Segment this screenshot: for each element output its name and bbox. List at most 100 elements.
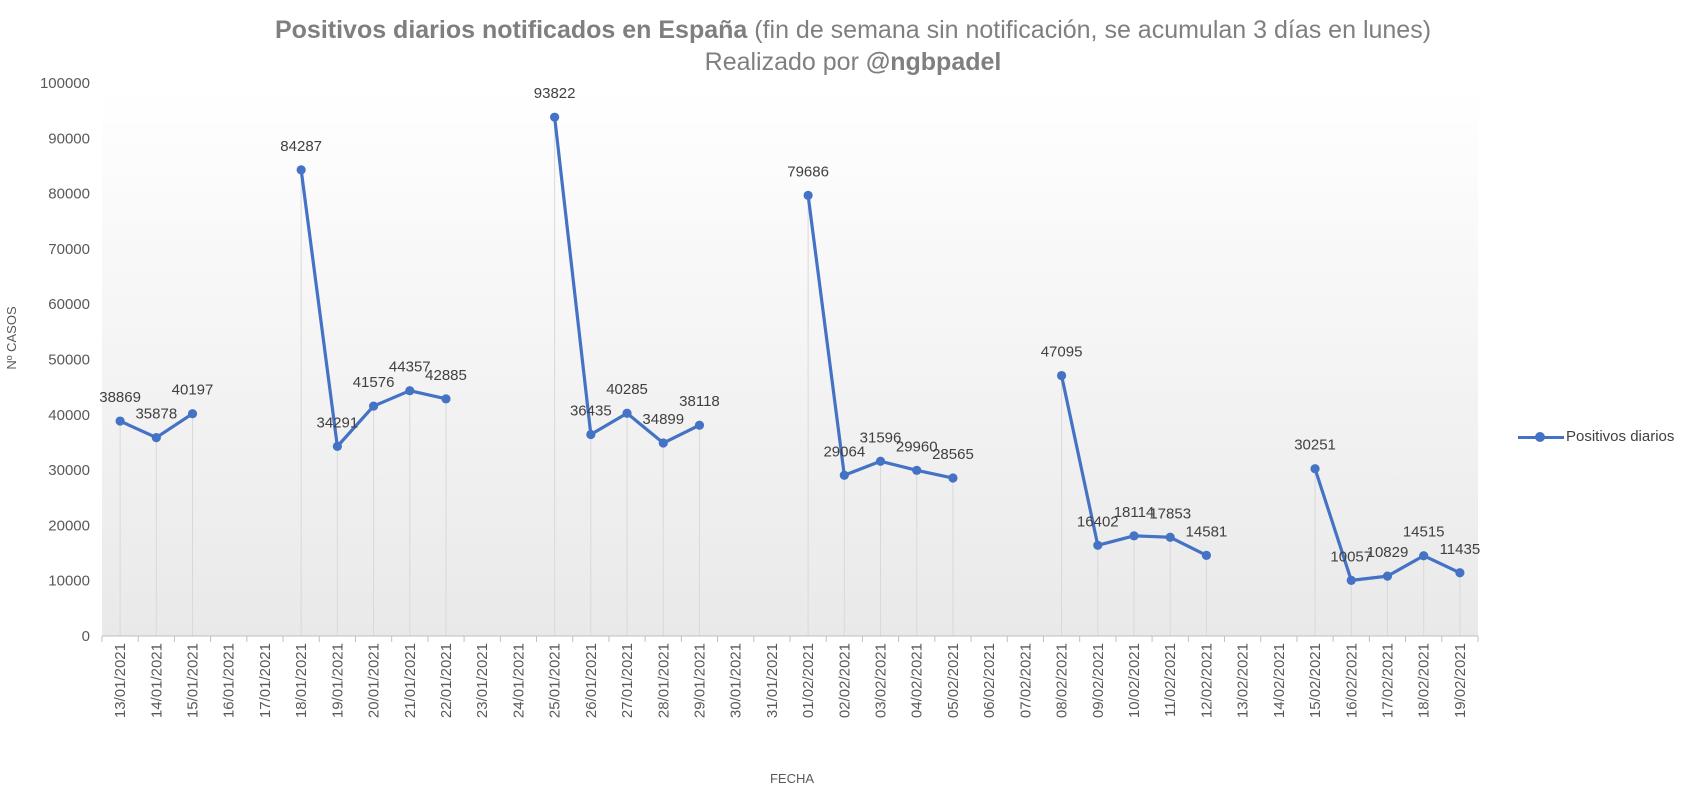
y-tick-label: 40000: [48, 407, 90, 424]
data-point: [1310, 464, 1320, 474]
data-point: [912, 465, 922, 475]
chart-title-bold: Positivos diarios notificados en España: [274, 16, 748, 44]
data-label: 10057: [1330, 548, 1372, 565]
x-tick-label: 13/01/2021: [112, 643, 129, 718]
y-tick-label: 70000: [48, 241, 90, 258]
data-point: [1455, 568, 1465, 578]
chart-subtitle: Realizado por @ngbpadel: [0, 46, 1706, 78]
data-point: [151, 432, 161, 443]
data-label: 31596: [860, 429, 902, 446]
data-point: [658, 438, 668, 448]
data-label: 30251: [1294, 437, 1336, 454]
y-tick-label: 80000: [48, 186, 90, 203]
y-tick-label: 20000: [48, 517, 90, 534]
x-tick-label: 23/01/2021: [474, 643, 491, 718]
data-point: [1201, 550, 1212, 560]
x-tick-label: 15/02/2021: [1307, 643, 1324, 718]
data-label: 38118: [679, 393, 720, 410]
x-tick-label: 27/01/2021: [619, 643, 636, 718]
x-tick-label: 16/02/2021: [1343, 643, 1360, 718]
x-tick-label: 08/02/2021: [1054, 643, 1071, 718]
chart-subtitle-handle: @ngbpadel: [865, 48, 1002, 76]
data-point: [441, 394, 451, 404]
y-tick-label: 100000: [40, 75, 90, 92]
x-tick-label: 17/02/2021: [1379, 643, 1396, 718]
data-label: 93822: [534, 85, 576, 102]
data-point: [803, 190, 813, 200]
data-point: [622, 408, 632, 418]
data-point: [550, 112, 560, 122]
data-label: 10829: [1367, 544, 1409, 561]
x-tick-label: 25/01/2021: [547, 643, 564, 718]
data-point: [332, 441, 342, 451]
x-axis-title: FECHA: [770, 771, 814, 786]
data-label: 79686: [787, 163, 829, 180]
data-point: [1419, 551, 1429, 561]
x-tick-label: 07/02/2021: [1017, 643, 1034, 718]
y-tick-label: 10000: [48, 573, 90, 590]
data-label: 14581: [1186, 523, 1228, 540]
x-tick-label: 21/01/2021: [402, 643, 419, 718]
plot-area-background: [102, 83, 1478, 636]
x-tick-label: 04/02/2021: [909, 643, 926, 718]
data-label: 47095: [1041, 344, 1083, 361]
y-tick-label: 60000: [48, 296, 90, 313]
x-tick-label: 18/02/2021: [1416, 643, 1433, 718]
x-tick-label: 11/02/2021: [1162, 643, 1179, 717]
y-axis-tick-labels: 0 10000 20000 30000 40000 50000 60000 70000 8000…: [40, 75, 90, 645]
data-label: 28565: [932, 446, 974, 463]
data-point: [875, 456, 886, 466]
data-point: [368, 401, 379, 411]
drop-lines: [119, 117, 1461, 636]
data-label: 29960: [896, 438, 938, 455]
x-tick-label: 14/01/2021: [148, 643, 165, 718]
data-label: 84287: [280, 138, 322, 155]
legend-label: Positivos diarios: [1566, 428, 1675, 445]
data-point: [948, 473, 958, 483]
data-label: 34899: [642, 411, 684, 428]
data-point: [839, 470, 849, 480]
chart-title-rest: (fin de semana sin notificación, se acum…: [747, 16, 1432, 44]
y-tick-label: 0: [82, 628, 90, 645]
series-points: [115, 112, 1465, 585]
x-tick-label: 22/01/2021: [438, 643, 455, 718]
x-tick-label: 20/01/2021: [366, 643, 383, 718]
data-label: 34291: [317, 414, 359, 431]
y-axis-title: Nº CASOS: [4, 306, 19, 370]
data-point: [1165, 532, 1175, 542]
x-tick-label: 03/02/2021: [873, 643, 890, 718]
data-point: [1382, 571, 1393, 581]
x-tick-label: 16/01/2021: [221, 643, 238, 718]
x-tick-label: 05/02/2021: [945, 643, 962, 718]
data-label: 14515: [1403, 524, 1445, 541]
y-tick-label: 50000: [48, 352, 90, 369]
chart-title-block: Positivos diarios notificados en España …: [0, 14, 1706, 78]
data-label: 11435: [1440, 541, 1481, 558]
data-point: [296, 165, 306, 175]
chart-subtitle-prefix: Realizado por: [704, 48, 866, 76]
x-axis-tick-labels: 13/01/2021 14/01/2021 15/01/2021 16/01/2021…: [112, 643, 1469, 718]
data-point: [187, 409, 198, 419]
y-tick-label: 30000: [48, 462, 90, 479]
legend: Positivos diarios: [1518, 428, 1674, 445]
chart-title: Positivos diarios notificados en España …: [0, 14, 1706, 46]
x-tick-label: 30/01/2021: [728, 643, 745, 718]
x-tick-label: 29/01/2021: [691, 643, 708, 718]
data-label: 36435: [570, 403, 612, 420]
data-label: 42885: [425, 367, 467, 384]
x-tick-label: 14/02/2021: [1271, 643, 1288, 718]
x-tick-label: 24/01/2021: [510, 643, 527, 718]
data-label: 35878: [135, 406, 177, 423]
axes: [101, 635, 1479, 642]
data-point: [405, 386, 415, 396]
data-label: 40285: [606, 381, 648, 398]
x-tick-label: 02/02/2021: [836, 643, 853, 718]
x-tick-label: 17/01/2021: [257, 643, 274, 718]
data-label: 38869: [99, 389, 141, 406]
data-point: [1056, 370, 1067, 381]
x-tick-label: 15/01/2021: [185, 643, 202, 718]
data-point: [586, 429, 596, 440]
x-tick-label: 19/01/2021: [329, 643, 346, 718]
x-tick-label: 19/02/2021: [1452, 643, 1469, 718]
